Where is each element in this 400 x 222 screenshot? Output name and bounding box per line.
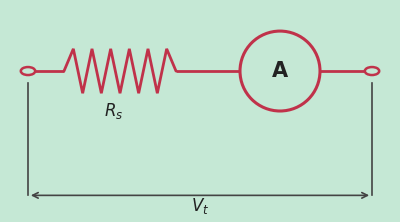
Text: A: A [272, 61, 288, 81]
Text: $V_t$: $V_t$ [191, 196, 209, 216]
Circle shape [365, 67, 379, 75]
Ellipse shape [240, 31, 320, 111]
Circle shape [21, 67, 35, 75]
Text: $R_s$: $R_s$ [104, 101, 124, 121]
